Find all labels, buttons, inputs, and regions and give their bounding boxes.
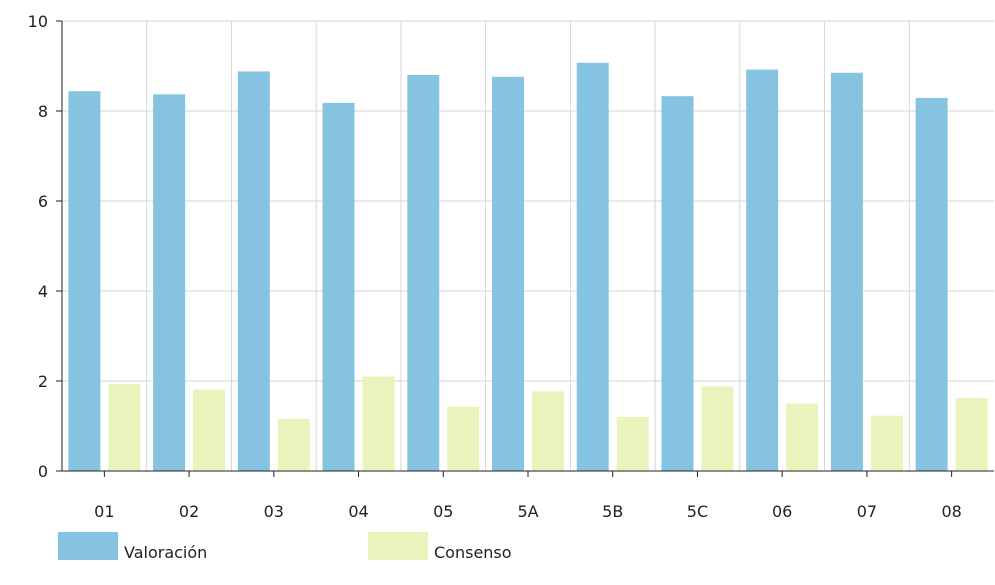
y-tick-label: 10 [28, 12, 48, 31]
legend-item-consenso: Consenso [368, 531, 512, 562]
x-tick-label: 5C [687, 502, 708, 521]
bars [68, 62, 988, 472]
bar-valoracion-08 [915, 97, 948, 471]
legend-label-valoracion: Valoración [124, 543, 208, 562]
x-tick-label: 02 [179, 502, 199, 521]
bar-consenso-05 [447, 406, 480, 471]
x-tick-label: 01 [94, 502, 114, 521]
legend: Valoración Consenso [58, 531, 512, 562]
bar-valoracion-06 [746, 69, 779, 471]
bar-valoracion-05 [407, 75, 440, 471]
bar-consenso-5C [701, 386, 734, 471]
legend-label-consenso: Consenso [434, 543, 512, 562]
bar-consenso-08 [955, 398, 988, 471]
bar-consenso-07 [870, 415, 903, 471]
legend-swatch-valoracion [58, 532, 118, 560]
legend-swatch-consenso [368, 532, 428, 560]
x-tick-label: 07 [857, 502, 877, 521]
x-tick-label: 5B [602, 502, 623, 521]
bar-consenso-03 [277, 418, 310, 471]
x-tick-label: 06 [772, 502, 792, 521]
gridlines [62, 20, 994, 471]
x-tick-label: 5A [517, 502, 538, 521]
bar-consenso-5B [616, 417, 649, 471]
bar-consenso-04 [362, 376, 395, 471]
bar-consenso-5A [532, 391, 564, 471]
bar-valoracion-07 [830, 72, 863, 471]
bar-valoracion-03 [237, 71, 270, 472]
bar-consenso-01 [108, 384, 141, 471]
y-tick-label: 2 [38, 372, 48, 391]
x-tick-label: 03 [264, 502, 284, 521]
y-tick-label: 4 [38, 282, 48, 301]
bar-valoracion-01 [68, 91, 101, 471]
x-tick-label: 04 [348, 502, 368, 521]
bar-consenso-06 [786, 403, 819, 471]
bar-consenso-02 [193, 389, 226, 471]
y-tick-label: 6 [38, 192, 48, 211]
axes [56, 21, 994, 472]
x-tick-label: 05 [433, 502, 453, 521]
bar-valoracion-04 [322, 102, 355, 472]
bar-valoracion-5C [661, 96, 694, 472]
y-tick-label: 8 [38, 102, 48, 121]
bar-valoracion-5A [492, 76, 524, 472]
y-axis-ticks: 0 2 4 6 8 10 [28, 12, 62, 481]
y-tick-label: 0 [38, 462, 48, 481]
x-tick-label: 08 [941, 502, 961, 521]
legend-item-valoracion: Valoración [58, 531, 368, 562]
bar-valoracion-02 [153, 94, 186, 471]
bar-valoracion-5B [576, 62, 609, 471]
x-axis-ticks: 01 02 03 04 05 5A 5B 5C 06 07 08 [94, 471, 962, 521]
